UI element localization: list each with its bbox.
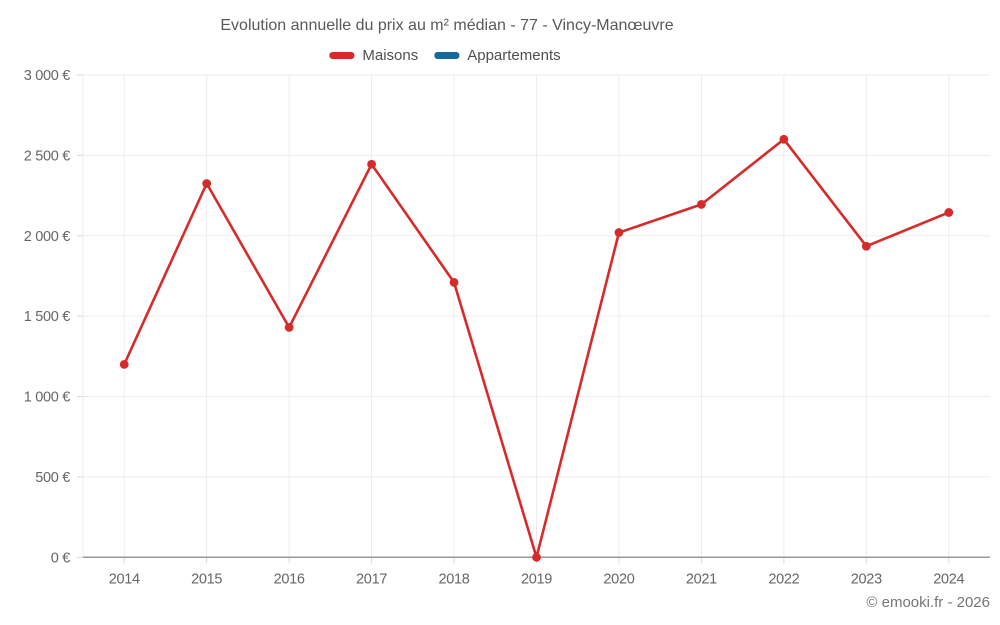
data-point-maisons[interactable]	[367, 159, 376, 169]
y-tick-label: 3 000 €	[24, 68, 71, 84]
x-tick-label: 2024	[933, 571, 964, 587]
copyright-text: © emooki.fr - 2026	[866, 594, 990, 611]
x-tick-label: 2015	[191, 571, 222, 587]
data-point-maisons[interactable]	[614, 228, 624, 237]
data-point-maisons[interactable]	[779, 134, 789, 144]
x-tick-label: 2018	[439, 571, 470, 587]
legend-label-appartements: Appartements	[467, 47, 561, 64]
y-tick-label: 500 €	[35, 470, 70, 486]
y-tick-label: 2 000 €	[24, 229, 71, 245]
x-tick-label: 2023	[851, 571, 882, 587]
y-tick-label: 1 000 €	[24, 390, 71, 406]
x-tick-label: 2020	[603, 571, 634, 587]
data-point-maisons[interactable]	[284, 323, 294, 332]
y-tick-label: 2 500 €	[24, 148, 71, 164]
chart-title: Evolution annuelle du prix au m² médian …	[220, 17, 674, 34]
data-point-maisons[interactable]	[449, 277, 459, 287]
x-tick-label: 2014	[109, 571, 140, 587]
data-point-maisons[interactable]	[532, 552, 541, 562]
data-point-maisons[interactable]	[944, 208, 954, 217]
data-point-maisons[interactable]	[202, 179, 212, 188]
x-tick-label: 2019	[521, 571, 552, 587]
x-tick-label: 2021	[686, 571, 717, 587]
appartements-series-swatch-icon	[434, 52, 460, 59]
legend-item-appartements[interactable]: Appartements	[434, 47, 561, 64]
legend-label-maisons: Maisons	[362, 47, 419, 64]
x-tick-label: 2016	[274, 571, 305, 587]
data-point-maisons[interactable]	[697, 200, 706, 209]
legend-item-maisons[interactable]: Maisons	[329, 47, 418, 64]
x-tick-label: 2022	[768, 571, 799, 587]
x-tick-label: 2017	[356, 571, 387, 587]
chart-legend: Maisons Appartements	[329, 47, 561, 64]
y-tick-label: 1 500 €	[24, 309, 71, 325]
data-point-maisons[interactable]	[119, 359, 129, 369]
maisons-series-swatch-icon	[329, 52, 355, 59]
data-point-maisons[interactable]	[861, 241, 871, 251]
y-tick-label: 0 €	[51, 550, 70, 566]
